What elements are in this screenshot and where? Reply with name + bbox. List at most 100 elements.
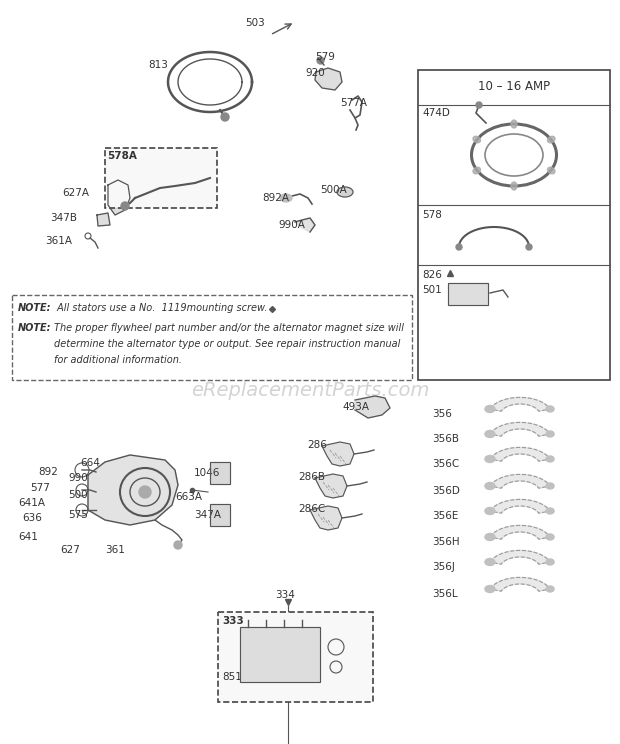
Ellipse shape	[546, 586, 554, 592]
Polygon shape	[355, 396, 390, 418]
Polygon shape	[490, 475, 550, 488]
Polygon shape	[490, 551, 550, 564]
Ellipse shape	[337, 187, 353, 197]
Text: All stators use a No.  1119mounting screw.: All stators use a No. 1119mounting screw…	[54, 303, 267, 313]
Polygon shape	[97, 213, 110, 226]
Text: 474D: 474D	[422, 108, 450, 118]
Ellipse shape	[547, 167, 555, 174]
Text: 579: 579	[315, 52, 335, 62]
Circle shape	[476, 102, 482, 108]
Circle shape	[174, 541, 182, 549]
Ellipse shape	[473, 136, 480, 143]
Text: 356E: 356E	[432, 511, 458, 521]
Text: 578: 578	[422, 210, 442, 220]
Polygon shape	[295, 218, 315, 232]
Text: 500A: 500A	[320, 185, 347, 195]
Ellipse shape	[485, 586, 495, 592]
Text: 286C: 286C	[298, 504, 326, 514]
Bar	[240, 627, 320, 682]
Bar	[105, 148, 217, 208]
Polygon shape	[490, 447, 550, 461]
Text: 501: 501	[422, 285, 441, 295]
Text: 493A: 493A	[342, 402, 369, 412]
Polygon shape	[315, 68, 342, 90]
Text: 356C: 356C	[432, 459, 459, 469]
Text: 356: 356	[432, 409, 452, 419]
Text: 361A: 361A	[45, 236, 72, 246]
Polygon shape	[490, 499, 550, 513]
Circle shape	[456, 244, 462, 250]
Ellipse shape	[485, 559, 495, 565]
Text: 334: 334	[275, 590, 295, 600]
Circle shape	[221, 113, 229, 121]
Text: for additional information.: for additional information.	[54, 355, 182, 365]
Ellipse shape	[485, 482, 495, 490]
Bar	[210, 462, 230, 484]
Text: 627: 627	[60, 545, 80, 555]
Text: 500: 500	[68, 490, 87, 500]
Text: 636: 636	[22, 513, 42, 523]
Text: 503: 503	[245, 18, 265, 28]
Bar	[210, 504, 230, 526]
Text: 1046: 1046	[194, 468, 220, 478]
Text: 641: 641	[18, 532, 38, 542]
Ellipse shape	[139, 486, 151, 498]
Ellipse shape	[546, 406, 554, 412]
Text: 347B: 347B	[50, 213, 77, 223]
Text: 663A: 663A	[175, 492, 202, 502]
Polygon shape	[315, 474, 347, 498]
Text: 575: 575	[68, 510, 88, 520]
Bar	[448, 283, 488, 305]
Text: 286: 286	[307, 440, 327, 450]
Text: 356H: 356H	[432, 537, 459, 547]
Text: 361: 361	[105, 545, 125, 555]
Ellipse shape	[485, 405, 495, 412]
Polygon shape	[310, 506, 342, 530]
Ellipse shape	[546, 431, 554, 437]
Ellipse shape	[546, 483, 554, 489]
Text: 347A: 347A	[194, 510, 221, 520]
Text: NOTE:: NOTE:	[18, 303, 51, 313]
Polygon shape	[490, 525, 550, 539]
Text: 664: 664	[80, 458, 100, 468]
Text: 577: 577	[30, 483, 50, 493]
Bar	[448, 283, 488, 305]
Circle shape	[526, 244, 532, 250]
Text: 356B: 356B	[432, 434, 459, 444]
Text: 851: 851	[222, 672, 242, 682]
Polygon shape	[490, 423, 550, 436]
Polygon shape	[88, 455, 178, 525]
Bar	[12, 295, 412, 380]
Ellipse shape	[546, 508, 554, 514]
Bar	[210, 462, 230, 484]
Ellipse shape	[511, 120, 517, 128]
Text: 356D: 356D	[432, 486, 460, 496]
Text: 286B: 286B	[298, 472, 325, 482]
Text: 813: 813	[148, 60, 168, 70]
Ellipse shape	[485, 431, 495, 437]
Ellipse shape	[546, 534, 554, 540]
Text: 333: 333	[222, 616, 244, 626]
Bar	[210, 504, 230, 526]
Ellipse shape	[485, 507, 495, 515]
Text: 826: 826	[422, 270, 442, 280]
Circle shape	[121, 202, 129, 210]
Bar	[418, 70, 610, 380]
Text: The proper flywheel part number and/or the alternator magnet size will: The proper flywheel part number and/or t…	[54, 323, 404, 333]
Text: 990: 990	[68, 473, 88, 483]
Text: 10 – 16 AMP: 10 – 16 AMP	[478, 80, 550, 92]
Ellipse shape	[485, 455, 495, 463]
Text: 356L: 356L	[432, 589, 458, 599]
Text: 578A: 578A	[107, 151, 137, 161]
Polygon shape	[108, 180, 130, 215]
Ellipse shape	[546, 559, 554, 565]
Ellipse shape	[280, 194, 292, 202]
Polygon shape	[490, 397, 550, 411]
Text: 627A: 627A	[62, 188, 89, 198]
Ellipse shape	[473, 167, 480, 174]
Text: eReplacementParts.com: eReplacementParts.com	[191, 380, 429, 400]
Ellipse shape	[546, 456, 554, 462]
Text: 641A: 641A	[18, 498, 45, 508]
Polygon shape	[322, 442, 354, 466]
Text: 356J: 356J	[432, 562, 455, 572]
